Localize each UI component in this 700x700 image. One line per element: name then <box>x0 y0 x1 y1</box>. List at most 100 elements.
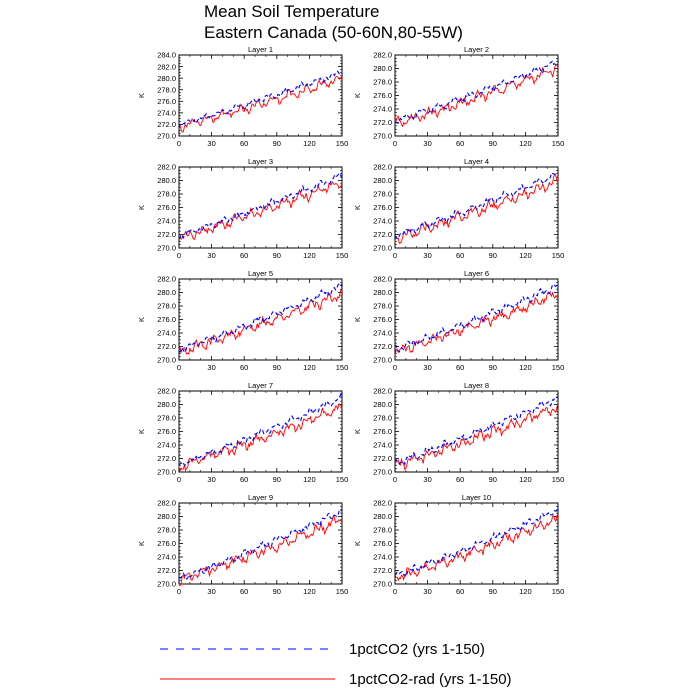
x-tick-label: 120 <box>303 251 316 260</box>
y-tick-label: 276.0 <box>373 315 392 324</box>
y-axis-label: K <box>353 205 362 210</box>
x-tick-label: 150 <box>336 363 349 372</box>
y-tick-label: 278.0 <box>157 85 176 94</box>
panel-title: Layer 3 <box>248 157 273 166</box>
x-tick-label: 60 <box>240 139 248 148</box>
panel-layer-4: Layer 4 K 270.0 272.0 274.0 276.0 278.0 280.0 28… <box>353 157 564 260</box>
panel-grid: Layer 1 K 270.0 272.0 274.0 276.0 278.0 280.0 28… <box>137 45 564 596</box>
y-tick-label: 270.0 <box>157 244 176 253</box>
y-axis-label: K <box>353 541 362 546</box>
y-tick-label: 278.0 <box>157 190 176 199</box>
y-tick-label: 272.0 <box>157 566 176 575</box>
plot-frame <box>394 166 559 249</box>
panel-layer-5: Layer 5 K 270.0 272.0 274.0 276.0 278.0 280.0 28… <box>137 269 348 372</box>
x-tick-label: 60 <box>240 251 248 260</box>
series-line-1pctco2 <box>394 396 559 466</box>
x-tick-label: 90 <box>489 251 497 260</box>
y-tick-label: 274.0 <box>373 217 392 226</box>
panel-layer-9: Layer 9 K 270.0 272.0 274.0 276.0 278.0 280.0 28… <box>137 493 348 596</box>
panel-title: Layer 5 <box>248 269 273 278</box>
y-tick-label: 274.0 <box>157 217 176 226</box>
y-tick-label: 272.0 <box>373 230 392 239</box>
legend-item-1: 1pctCO2 (yrs 1-150) <box>160 641 485 658</box>
x-tick-label: 30 <box>207 251 215 260</box>
x-tick-label: 120 <box>519 251 532 260</box>
x-tick-label: 30 <box>423 363 431 372</box>
x-tick-label: 90 <box>489 587 497 596</box>
y-tick-label: 282.0 <box>157 163 176 172</box>
x-tick-label: 30 <box>423 251 431 260</box>
panel-layer-2: Layer 2 K 270.0 272.0 274.0 276.0 278.0 280.0 28… <box>353 45 564 148</box>
y-tick-label: 276.0 <box>373 91 392 100</box>
y-tick-label: 274.0 <box>157 109 176 118</box>
x-tick-label: 0 <box>177 363 181 372</box>
x-tick-label: 60 <box>456 139 464 148</box>
y-tick-label: 276.0 <box>373 427 392 436</box>
y-tick-label: 278.0 <box>157 526 176 535</box>
x-tick-label: 60 <box>456 475 464 484</box>
panel-layer-6: Layer 6 K 270.0 272.0 274.0 276.0 278.0 280.0 28… <box>353 269 564 372</box>
y-tick-label: 278.0 <box>373 414 392 423</box>
y-tick-label: 274.0 <box>373 105 392 114</box>
y-tick-label: 280.0 <box>157 176 176 185</box>
x-tick-label: 0 <box>393 475 397 484</box>
x-tick-label: 120 <box>303 587 316 596</box>
x-tick-label: 120 <box>519 139 532 148</box>
panel-title: Layer 6 <box>464 269 489 278</box>
x-tick-label: 120 <box>303 475 316 484</box>
y-tick-label: 272.0 <box>373 118 392 127</box>
x-tick-label: 90 <box>273 363 281 372</box>
y-tick-label: 270.0 <box>373 468 392 477</box>
y-tick-label: 276.0 <box>157 427 176 436</box>
x-tick-label: 120 <box>303 139 316 148</box>
x-tick-label: 90 <box>273 251 281 260</box>
legend-label: 1pctCO2 (yrs 1-150) <box>349 641 485 658</box>
series-line-1pctco2-rad <box>178 181 343 241</box>
x-tick-label: 120 <box>519 587 532 596</box>
y-tick-label: 280.0 <box>373 400 392 409</box>
y-tick-label: 278.0 <box>157 414 176 423</box>
x-tick-label: 30 <box>207 139 215 148</box>
y-tick-label: 282.0 <box>157 387 176 396</box>
series-line-1pctco2 <box>178 392 343 466</box>
y-tick-label: 280.0 <box>157 288 176 297</box>
panel-title: Layer 9 <box>248 493 273 502</box>
y-tick-label: 278.0 <box>157 302 176 311</box>
y-tick-label: 272.0 <box>373 454 392 463</box>
x-tick-label: 150 <box>336 587 349 596</box>
y-axis-label: K <box>353 93 362 98</box>
plot-frame <box>394 278 559 361</box>
y-tick-label: 282.0 <box>373 499 392 508</box>
legend: 1pctCO2 (yrs 1-150) 1pctCO2-rad (yrs 1-15… <box>160 641 512 688</box>
legend-item-2: 1pctCO2-rad (yrs 1-150) <box>160 671 512 688</box>
y-tick-label: 282.0 <box>373 275 392 284</box>
y-tick-label: 274.0 <box>157 329 176 338</box>
y-tick-label: 276.0 <box>373 539 392 548</box>
y-tick-label: 272.0 <box>373 342 392 351</box>
x-tick-label: 30 <box>207 475 215 484</box>
series-line-1pctco2 <box>394 172 559 240</box>
panel-layer-3: Layer 3 K 270.0 272.0 274.0 276.0 278.0 280.0 28… <box>137 157 348 260</box>
y-tick-label: 282.0 <box>373 387 392 396</box>
y-tick-label: 280.0 <box>157 512 176 521</box>
y-tick-label: 276.0 <box>157 97 176 106</box>
series-line-1pctco2-rad <box>178 288 343 355</box>
y-axis-label: K <box>137 541 146 546</box>
plot-frame <box>178 166 343 249</box>
y-axis-label: K <box>137 205 146 210</box>
y-axis-label: K <box>353 317 362 322</box>
series-line-1pctco2-rad <box>178 403 343 473</box>
y-tick-label: 274.0 <box>157 441 176 450</box>
y-tick-label: 282.0 <box>373 51 392 60</box>
y-tick-label: 280.0 <box>157 400 176 409</box>
panel-layer-10: Layer 10 K 270.0 272.0 274.0 276.0 278.0 280.0 2… <box>353 493 564 596</box>
y-tick-label: 272.0 <box>157 120 176 129</box>
panel-layer-8: Layer 8 K 270.0 272.0 274.0 276.0 278.0 280.0 28… <box>353 381 564 484</box>
x-tick-label: 90 <box>273 139 281 148</box>
y-tick-label: 282.0 <box>157 275 176 284</box>
y-tick-label: 270.0 <box>157 580 176 589</box>
y-tick-label: 270.0 <box>373 244 392 253</box>
y-tick-label: 282.0 <box>157 62 176 71</box>
x-tick-label: 150 <box>336 251 349 260</box>
